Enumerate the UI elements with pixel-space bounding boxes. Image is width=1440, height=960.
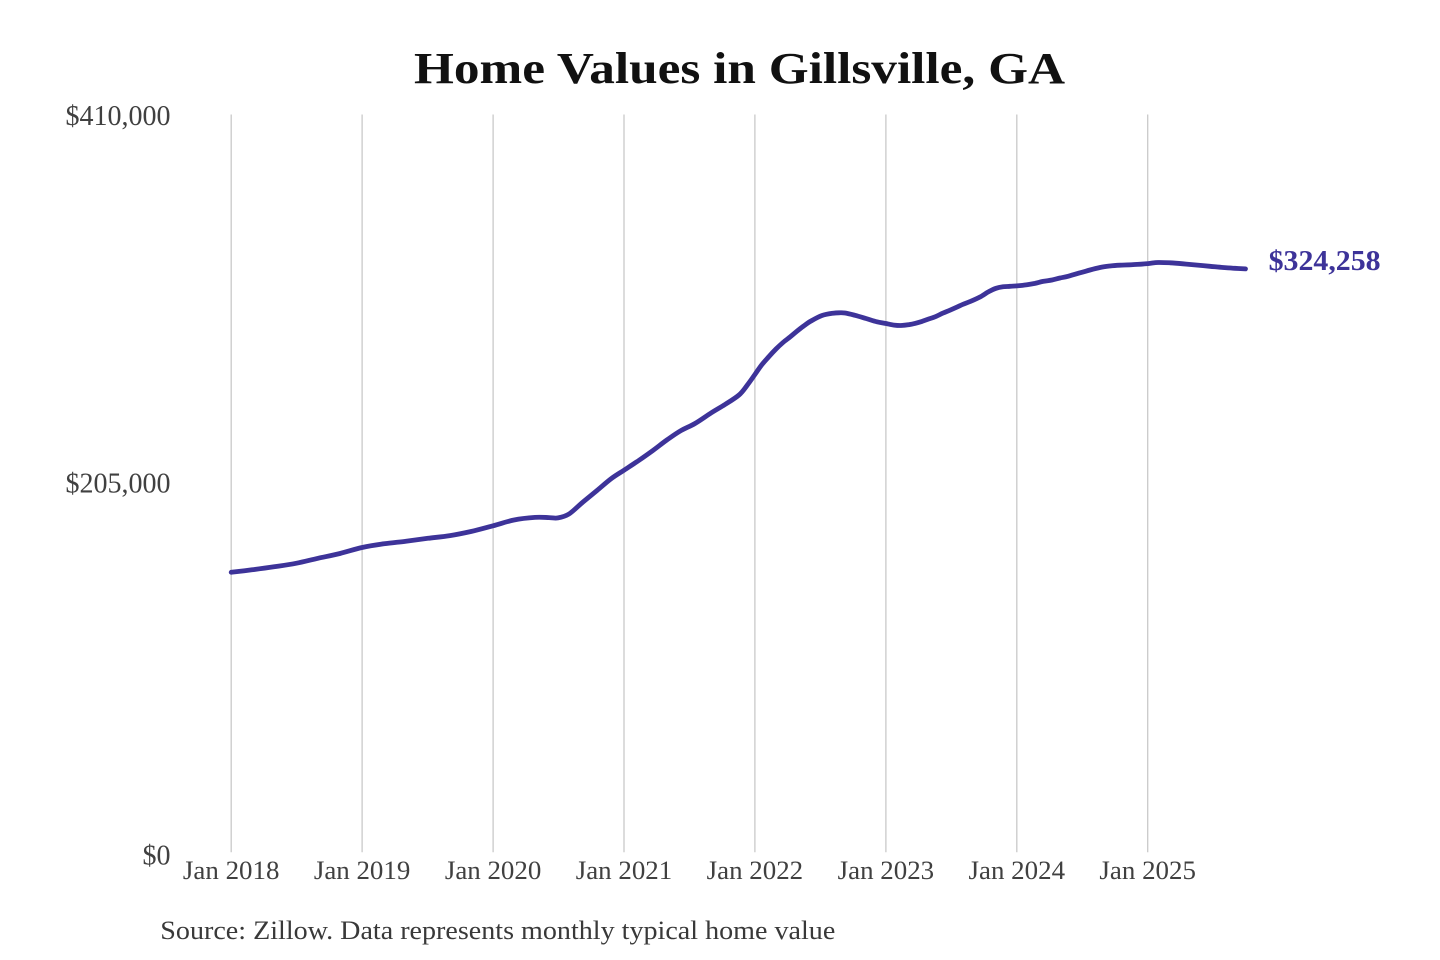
svg-text:Jan 2023: Jan 2023 xyxy=(838,856,935,885)
svg-text:Jan 2024: Jan 2024 xyxy=(969,856,1066,885)
svg-text:$205,000: $205,000 xyxy=(66,469,171,500)
svg-text:$410,000: $410,000 xyxy=(66,101,171,132)
svg-text:Source: Zillow. Data represent: Source: Zillow. Data represents monthly … xyxy=(160,916,835,945)
svg-text:Jan 2019: Jan 2019 xyxy=(314,856,411,885)
svg-text:Home Values in Gillsville, GA: Home Values in Gillsville, GA xyxy=(414,44,1065,93)
svg-text:$324,258: $324,258 xyxy=(1269,245,1381,277)
svg-text:$0: $0 xyxy=(143,841,171,872)
svg-text:Jan 2022: Jan 2022 xyxy=(707,856,804,885)
svg-text:Jan 2018: Jan 2018 xyxy=(183,856,280,885)
svg-text:Jan 2025: Jan 2025 xyxy=(1099,856,1196,885)
svg-text:Jan 2021: Jan 2021 xyxy=(576,856,673,885)
svg-text:Jan 2020: Jan 2020 xyxy=(445,856,542,885)
